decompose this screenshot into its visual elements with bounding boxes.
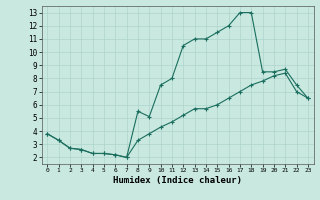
X-axis label: Humidex (Indice chaleur): Humidex (Indice chaleur)	[113, 176, 242, 185]
